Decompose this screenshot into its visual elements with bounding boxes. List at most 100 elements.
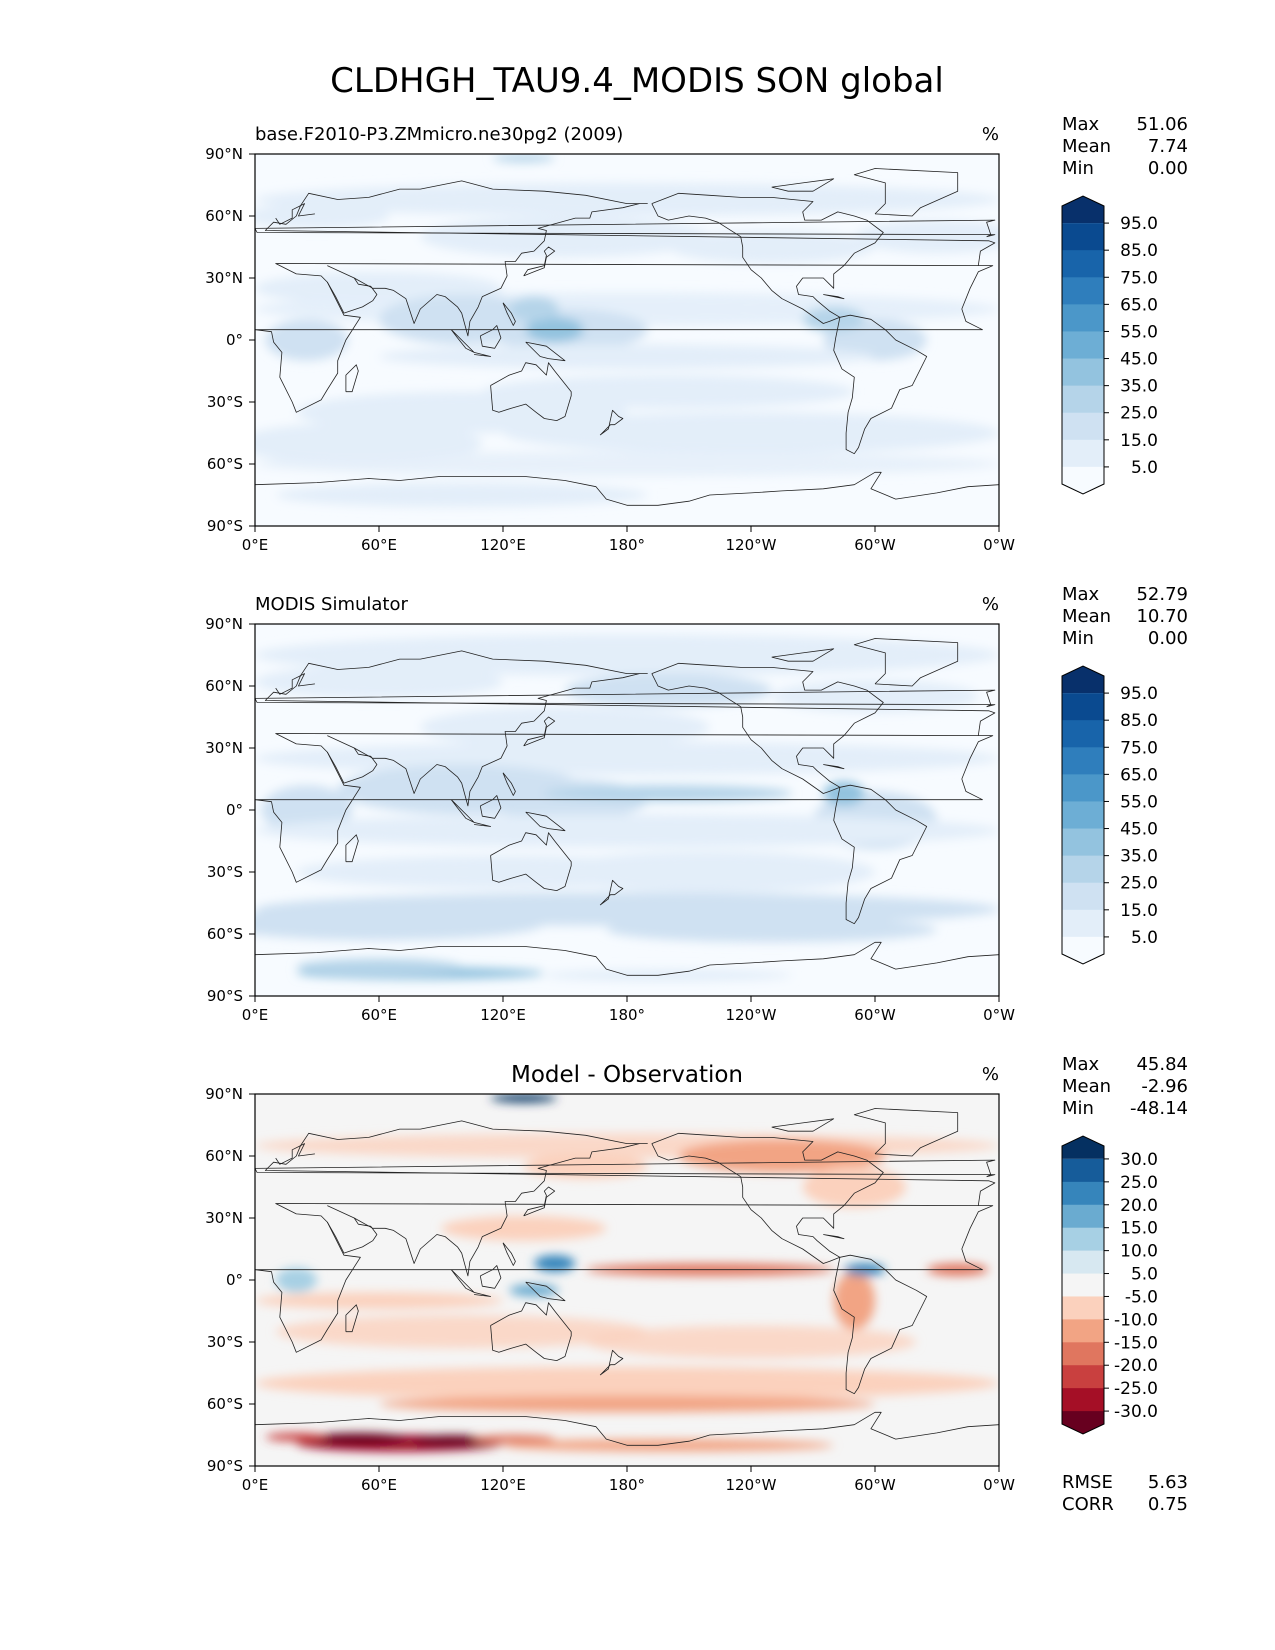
field-patch: [503, 412, 999, 454]
y-tick-label: 60°N: [205, 677, 243, 695]
field-patch: [802, 1166, 906, 1208]
colorbar-segment: [1062, 1296, 1104, 1320]
field-patch: [275, 1267, 318, 1293]
y-tick-label: 30°N: [205, 1209, 243, 1227]
colorbar-tick-label: -15.0: [1114, 1333, 1158, 1353]
colorbar-segment: [1062, 1319, 1104, 1343]
colorbar-segment: [1062, 1181, 1104, 1206]
coastline: [853, 638, 959, 687]
panel-diff: 0°E 60°E 120°E 180° 120°W 60°W 0°W 90°N 60°N 30°N…: [205, 1054, 1188, 1515]
colorbar-segment: [1062, 439, 1104, 468]
y-tick-label: 30°S: [207, 1333, 243, 1351]
y-tick-label: 90°S: [207, 517, 243, 535]
colorbar: 95.0 85.0 75.0 65.0 55.0 45.0 35.0 25.0 15.0 5.0: [1061, 665, 1158, 965]
x-tick-label: 60°W: [854, 1006, 896, 1024]
panel-title-center: Model - Observation: [511, 1062, 743, 1088]
field-patch: [833, 1271, 875, 1330]
x-tick-label: 120°E: [480, 1006, 526, 1024]
metric-value: 5.63: [1148, 1472, 1188, 1493]
coastline: [523, 1186, 556, 1217]
coastline: [599, 879, 624, 906]
stat-label: Max: [1062, 114, 1100, 135]
coastline: [599, 409, 624, 436]
colorbar-segment: [1062, 666, 1104, 694]
y-tick-label: 60°S: [207, 925, 243, 943]
field-patch: [523, 1153, 648, 1179]
coastline: [255, 1203, 994, 1353]
coastline: [264, 1120, 996, 1206]
coastline: [450, 799, 475, 823]
colorbar-segment: [1062, 250, 1104, 278]
coastline: [450, 1269, 475, 1293]
colorbar-segment: [1062, 196, 1104, 224]
y-tick-label: 0°: [226, 801, 243, 819]
coastline: [833, 784, 928, 925]
coastline: [599, 1349, 624, 1376]
y-tick-label: 60°S: [207, 1395, 243, 1413]
colorbar-tick-label: 45.0: [1120, 820, 1158, 840]
coastline: [523, 246, 556, 277]
field-patch: [492, 154, 555, 163]
field-patch: [544, 785, 793, 802]
coastline: [833, 314, 928, 455]
colorbar-tick-label: 85.0: [1120, 241, 1158, 261]
colorbar-segment: [1062, 1273, 1104, 1297]
y-tick-label: 60°N: [205, 207, 243, 225]
colorbar-segment: [1062, 385, 1104, 414]
x-tick-label: 0°E: [242, 536, 269, 554]
field-patch: [544, 851, 875, 893]
coastline: [525, 811, 566, 832]
coastline: [771, 1118, 835, 1132]
field-patch: [255, 634, 999, 676]
colorbar-segment: [1062, 774, 1104, 802]
metric-label: RMSE: [1062, 1472, 1113, 1493]
colorbar-outline: [1061, 665, 1105, 965]
coastline: [479, 795, 502, 819]
y-tick-label: 30°S: [207, 393, 243, 411]
colorbar-tick-label: -25.0: [1114, 1379, 1158, 1399]
x-tick-label: 60°E: [361, 536, 397, 554]
x-tick-label: 0°W: [983, 1006, 1015, 1024]
coastline: [255, 1159, 996, 1178]
colorbar-segment: [1062, 358, 1104, 387]
coastline: [525, 341, 566, 362]
coastline: [345, 834, 359, 863]
coastline: [474, 352, 491, 357]
colorbar-tick-label: 5.0: [1131, 1265, 1158, 1285]
stat-value: 0.00: [1148, 628, 1188, 649]
coastline: [853, 168, 959, 217]
colorbar: 95.0 85.0 75.0 65.0 55.0 45.0 35.0 25.0 15.0 5.0: [1061, 195, 1158, 495]
coastline: [853, 1108, 959, 1157]
colorbar-segment: [1062, 855, 1104, 884]
colorbar-segment: [1062, 909, 1104, 938]
y-tick-label: 90°S: [207, 1457, 243, 1475]
colorbar-tick-label: -20.0: [1114, 1356, 1158, 1376]
colorbar-tick-label: 55.0: [1120, 322, 1158, 342]
field-patch: [265, 1432, 328, 1442]
field-patch: [668, 230, 876, 264]
coastline: [264, 650, 996, 736]
field-patch: [275, 482, 648, 508]
coastline: [502, 772, 516, 796]
colorbar-tick-label: 25.0: [1120, 1173, 1158, 1193]
x-tick-label: 120°W: [726, 536, 777, 554]
coastline: [502, 1242, 516, 1266]
colorbar-segment: [1062, 304, 1104, 332]
panel-ref: 0°E 60°E 120°E 180° 120°W 60°W 0°W 90°N 60°N 30°N…: [205, 584, 1188, 1024]
metric-value: 0.75: [1148, 1494, 1188, 1515]
coastlines: [255, 638, 999, 976]
stat-value: 45.84: [1136, 1054, 1188, 1075]
field-patch: [854, 220, 999, 254]
metric-label: CORR: [1062, 1494, 1114, 1515]
field-patch: [503, 1439, 834, 1452]
stat-value: -2.96: [1141, 1076, 1188, 1097]
coastline: [255, 471, 999, 506]
colorbar-tick-label: 15.0: [1120, 1219, 1158, 1239]
stat-label: Max: [1062, 584, 1100, 605]
colorbar-tick-label: 75.0: [1120, 738, 1158, 758]
coastline: [450, 329, 475, 353]
field-patch: [410, 1435, 493, 1448]
field-patch: [379, 1395, 875, 1413]
panel-title-left: base.F2010-P3.ZMmicro.ne30pg2 (2009): [255, 124, 623, 145]
